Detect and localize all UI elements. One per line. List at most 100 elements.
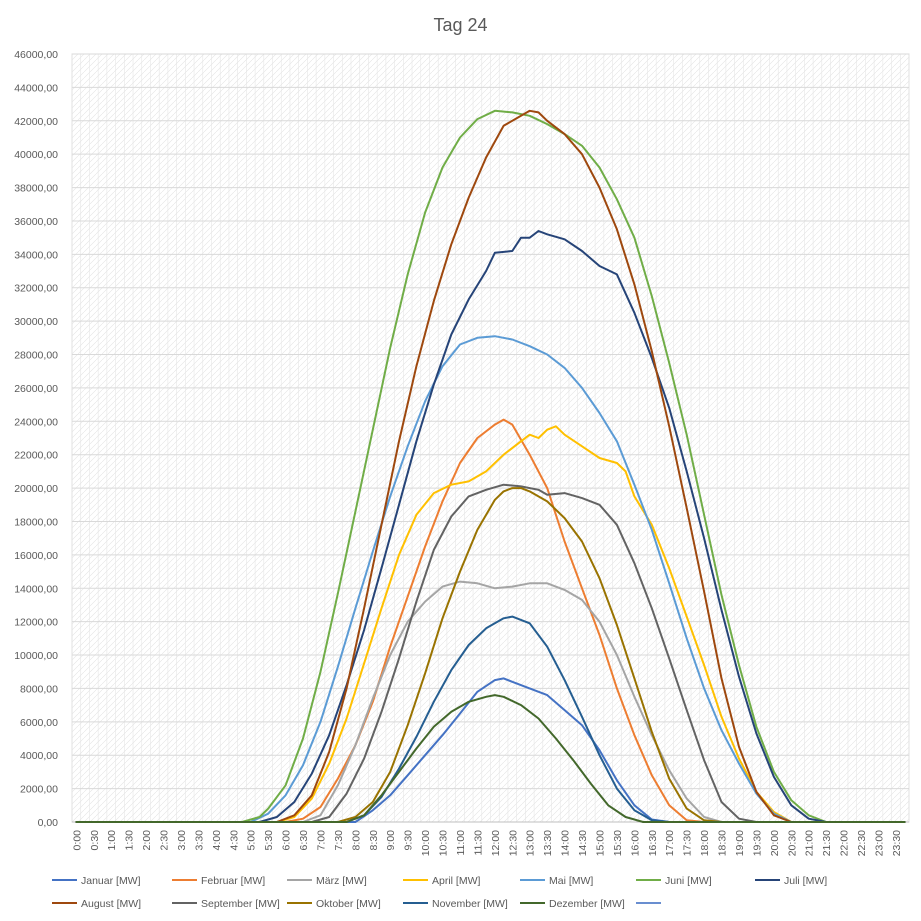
legend-item: September [MW]: [172, 898, 280, 910]
y-tick-label: 28000,00: [14, 350, 58, 362]
x-tick-label: 3:00: [176, 830, 188, 851]
x-tick-label: 10:00: [420, 830, 432, 856]
y-tick-label: 20000,00: [14, 483, 58, 495]
legend-label: Dezember [MW]: [549, 898, 625, 910]
legend-label: Februar [MW]: [201, 875, 265, 887]
x-tick-label: 17:00: [664, 830, 676, 856]
x-tick-label: 15:30: [612, 830, 624, 856]
y-tick-label: 0,00: [38, 817, 59, 829]
legend-label: April [MW]: [432, 875, 480, 887]
x-tick-label: 14:00: [560, 830, 572, 856]
x-tick-label: 6:00: [281, 830, 293, 851]
legend-label: Juni [MW]: [665, 875, 712, 887]
y-tick-label: 6000,00: [20, 717, 58, 729]
x-tick-label: 18:00: [699, 830, 711, 856]
series-line: [75, 418, 906, 823]
x-tick-label: 16:00: [629, 830, 641, 856]
legend-item: Juni [MW]: [636, 875, 712, 887]
series-lines: [75, 109, 906, 823]
x-tick-label: 11:30: [472, 830, 484, 856]
y-tick-label: 12000,00: [14, 617, 58, 629]
y-tick-label: 24000,00: [14, 416, 58, 428]
series-line: [75, 483, 906, 823]
legend-item: Oktober [MW]: [287, 898, 381, 910]
series-line: [75, 425, 906, 823]
legend-item: Juli [MW]: [755, 875, 827, 887]
x-tick-label: 21:30: [821, 830, 833, 856]
chart-title: Tag 24: [433, 15, 487, 35]
x-tick-label: 4:30: [228, 830, 240, 851]
x-tick-label: 17:30: [682, 830, 694, 856]
y-tick-label: 36000,00: [14, 216, 58, 228]
legend-label: November [MW]: [432, 898, 508, 910]
x-tick-label: 2:30: [159, 830, 171, 851]
x-tick-label: 10:30: [438, 830, 450, 856]
y-tick-label: 18000,00: [14, 516, 58, 528]
legend-label: Januar [MW]: [81, 875, 141, 887]
series-line: [75, 694, 906, 823]
y-tick-label: 32000,00: [14, 283, 58, 295]
legend-item: August [MW]: [52, 898, 141, 910]
x-tick-label: 14:30: [577, 830, 589, 856]
x-tick-label: 3:30: [193, 830, 205, 851]
x-tick-label: 15:00: [594, 830, 606, 856]
series-line: [75, 335, 906, 823]
x-tick-label: 23:30: [891, 830, 903, 856]
x-tick-label: 20:00: [769, 830, 781, 856]
legend-item: Dezember [MW]: [520, 898, 625, 910]
gridlines: [71, 54, 910, 822]
x-tick-label: 23:00: [873, 830, 885, 856]
y-tick-label: 4000,00: [20, 750, 58, 762]
series-line: [75, 109, 906, 823]
x-axis: 0:00 0:30 1:00 1:30 2:00 2:30 3:00 3:30 4:00 4:30…: [71, 821, 909, 856]
series-line: [75, 487, 906, 823]
x-tick-label: 2:00: [141, 830, 153, 851]
x-tick-label: 9:30: [403, 830, 415, 851]
y-tick-label: 40000,00: [14, 149, 58, 161]
x-tick-label: 5:30: [263, 830, 275, 851]
y-tick-label: 34000,00: [14, 249, 58, 261]
x-tick-label: 12:30: [507, 830, 519, 856]
x-tick-label: 22:30: [856, 830, 868, 856]
x-tick-label: 8:30: [368, 830, 380, 851]
x-tick-label: 5:00: [246, 830, 258, 851]
x-tick-label: 13:00: [525, 830, 537, 856]
legend-item: März [MW]: [287, 875, 367, 887]
x-tick-label: 19:30: [751, 830, 763, 856]
y-axis: 0,00 2000,00 4000,00 6000,00 8000,00 10000,00…: [14, 49, 909, 829]
x-tick-label: 13:30: [542, 830, 554, 856]
x-tick-label: 7:30: [333, 830, 345, 851]
x-tick-label: 22:00: [839, 830, 851, 856]
legend-label: September [MW]: [201, 898, 280, 910]
legend-label: Oktober [MW]: [316, 898, 381, 910]
x-tick-label: 9:00: [385, 830, 397, 851]
x-tick-label: 8:00: [350, 830, 362, 851]
x-tick-label: 6:30: [298, 830, 310, 851]
y-tick-label: 8000,00: [20, 683, 58, 695]
x-tick-label: 21:00: [804, 830, 816, 856]
x-tick-label: 1:30: [124, 830, 136, 851]
y-tick-label: 26000,00: [14, 383, 58, 395]
legend-item: Mai [MW]: [520, 875, 593, 887]
y-tick-label: 38000,00: [14, 183, 58, 195]
y-tick-label: 22000,00: [14, 450, 58, 462]
legend-item: April [MW]: [403, 875, 480, 887]
y-tick-label: 46000,00: [14, 49, 58, 61]
x-tick-label: 16:30: [647, 830, 659, 856]
legend-label: Juli [MW]: [784, 875, 827, 887]
legend-item: Januar [MW]: [52, 875, 141, 887]
x-tick-label: 7:00: [315, 830, 327, 851]
y-tick-label: 10000,00: [14, 650, 58, 662]
series-line: [75, 580, 906, 823]
y-tick-label: 30000,00: [14, 316, 58, 328]
x-tick-label: 0:00: [71, 830, 83, 851]
x-tick-label: 4:00: [211, 830, 223, 851]
x-tick-label: 12:00: [490, 830, 502, 856]
legend-label: August [MW]: [81, 898, 141, 910]
y-tick-label: 2000,00: [20, 784, 58, 796]
y-tick-label: 42000,00: [14, 116, 58, 128]
series-line: [75, 677, 906, 823]
y-tick-label: 14000,00: [14, 583, 58, 595]
